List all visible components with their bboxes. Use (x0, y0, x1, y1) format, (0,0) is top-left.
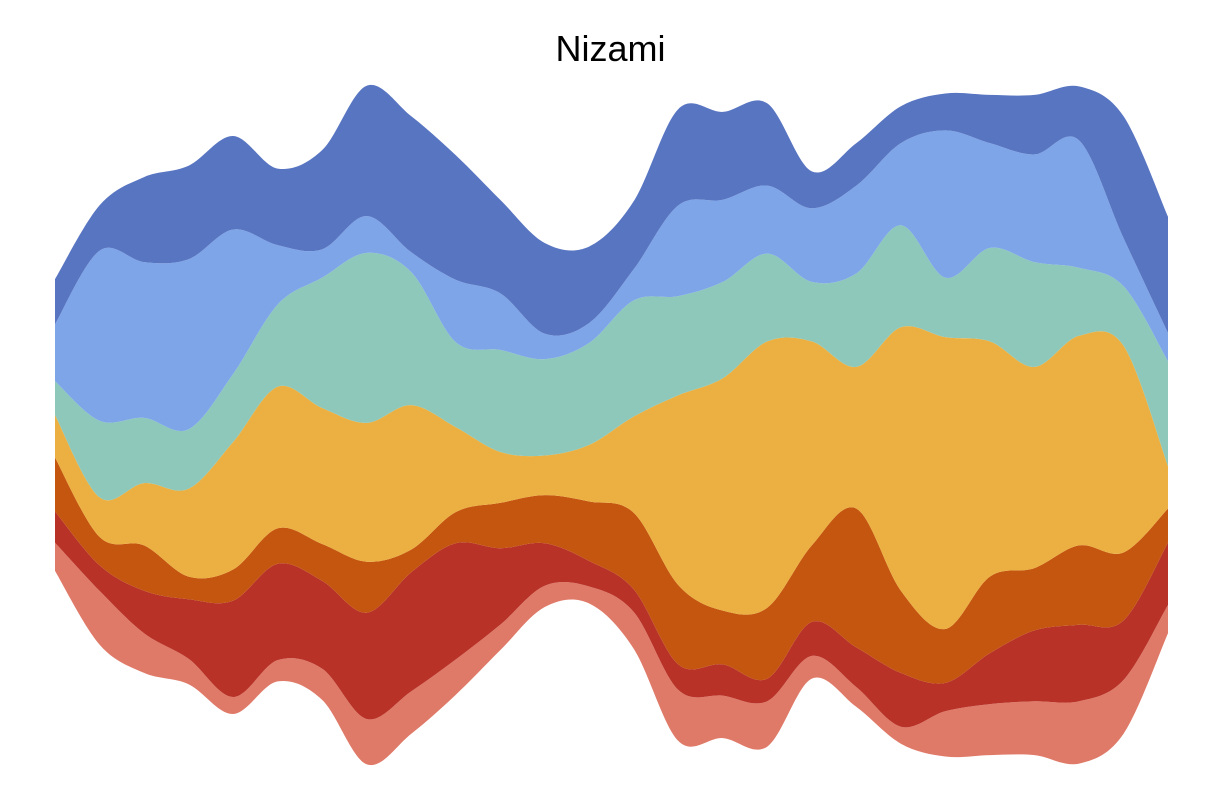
stream-layer-4 (55, 326, 1168, 630)
stream-layer-2 (55, 511, 1168, 728)
stream-layers (55, 84, 1168, 766)
stream-layer-6 (55, 130, 1168, 432)
stream-layer-7 (55, 84, 1168, 336)
stream-layer-5 (55, 225, 1168, 501)
chart-title: Nizami (555, 28, 666, 69)
stream-layer-3 (55, 457, 1168, 684)
stream-layer-1 (55, 542, 1168, 766)
